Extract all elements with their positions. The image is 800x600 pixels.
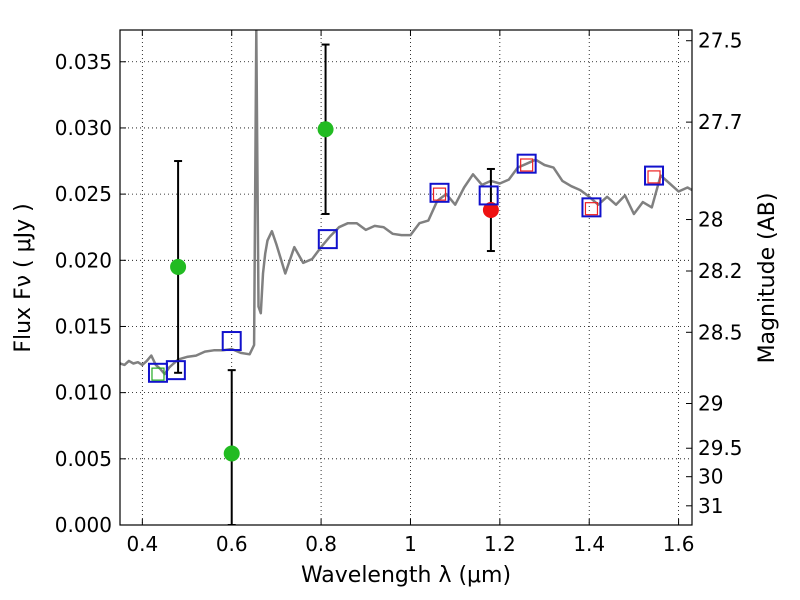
right-tick-label: 27.7 <box>698 110 743 134</box>
data-point-circle <box>317 121 334 138</box>
plot-frame <box>119 29 693 526</box>
model-square-inner <box>432 187 447 201</box>
plot-area <box>120 30 692 525</box>
y-tick-label: 0.030 <box>55 116 112 140</box>
y-tick-label: 0.005 <box>55 447 112 471</box>
right-tick-label: 28.5 <box>698 320 743 344</box>
right-tick-label: 28 <box>698 208 723 232</box>
spectrum-line <box>120 30 692 376</box>
right-tick-label: 30 <box>698 465 723 489</box>
model-square <box>644 165 665 186</box>
model-square-inner <box>647 170 661 184</box>
y-tick-label: 0.020 <box>55 248 112 272</box>
model-square-inner <box>584 202 599 216</box>
right-tick-label: 27.5 <box>698 29 743 53</box>
model-square <box>317 229 338 250</box>
x-tick-label: 1.6 <box>663 532 695 556</box>
model-square-inner <box>151 367 165 381</box>
x-tick-label: 1.4 <box>573 532 605 556</box>
x-tick-label: 0.4 <box>126 532 158 556</box>
y-tick-label: 0.010 <box>55 381 112 405</box>
model-square <box>581 197 602 218</box>
ticks: 0.4 0.6 0.8 1 1.2 1.4 1.6 0.000 0.005 0.010 0.015 0… <box>55 29 743 556</box>
x-tick-label: 0.8 <box>305 532 337 556</box>
y-tick-label: 0.025 <box>55 182 112 206</box>
right-tick-label: 31 <box>698 494 723 518</box>
data-point-circle <box>170 258 187 275</box>
right-tick-label: 28.2 <box>698 259 743 283</box>
data-point-circle <box>482 202 499 218</box>
x-axis-label: Wavelength λ (μm) <box>301 563 511 588</box>
y-tick-label: 0.000 <box>55 513 112 537</box>
grid <box>120 30 692 526</box>
model-square <box>221 331 242 352</box>
right-tick-label: 29.5 <box>698 436 743 460</box>
right-tick-label: 29 <box>698 392 723 416</box>
model-square-inner <box>520 158 534 172</box>
y-axis-right-label: Magnitude (AB) <box>755 193 780 364</box>
data-point-circle <box>223 445 240 462</box>
model-square <box>516 153 537 174</box>
x-tick-label: 1 <box>404 532 417 556</box>
y-tick-label: 0.035 <box>55 50 112 74</box>
x-tick-label: 1.2 <box>484 532 516 556</box>
model-square <box>478 185 499 206</box>
y-tick-label: 0.015 <box>55 314 112 338</box>
model-square <box>165 360 186 381</box>
y-axis-label: Flux Fν ( μJy ) <box>11 203 36 352</box>
x-tick-label: 0.6 <box>216 532 248 556</box>
model-square <box>429 182 450 203</box>
